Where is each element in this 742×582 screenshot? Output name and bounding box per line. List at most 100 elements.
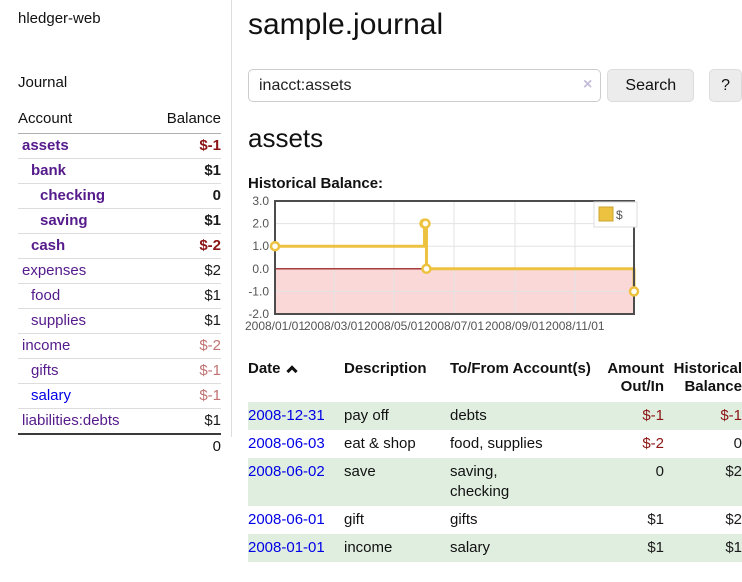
x-tick-label: 2008/07/01: [424, 319, 484, 333]
x-tick-label: 2008/11/01: [545, 319, 604, 333]
account-row: cash $-2: [18, 233, 221, 259]
account-link-income[interactable]: income: [22, 337, 71, 354]
y-tick-label: -1.0: [248, 284, 269, 298]
account-row: income $-2: [18, 333, 221, 359]
register-balance: $2: [725, 463, 742, 480]
account-balance: $-1: [150, 383, 221, 409]
account-link-saving[interactable]: saving: [40, 212, 88, 229]
y-tick-label: 1.0: [252, 239, 269, 253]
accounts-table: Account Balance assets $-1 bank $1 checking 0…: [18, 108, 221, 459]
brand-link[interactable]: hledger-web: [18, 10, 101, 27]
historical-balance-chart: 3.0 2.0 1.0 0.0 -1.0 -2.0 2008/01/01 2008/03/01…: [243, 194, 742, 346]
register-balance: $-1: [720, 407, 742, 424]
accounts-total-row: 0: [18, 433, 221, 459]
x-tick-label: 2008/09/01: [485, 319, 545, 333]
account-balance: $-1: [199, 137, 221, 154]
chart-title: Historical Balance:: [248, 175, 384, 192]
account-balance: 0: [150, 183, 221, 209]
account-row: bank $1: [18, 158, 221, 184]
account-balance: $1: [150, 408, 221, 434]
account-row: expenses $2: [18, 258, 221, 284]
plot-border: [274, 200, 635, 315]
account-row: gifts $-1: [18, 358, 221, 384]
account-row: supplies $1: [18, 308, 221, 334]
register-description: pay off: [344, 407, 389, 424]
help-button[interactable]: ?: [709, 69, 742, 102]
accounts-header-balance: Balance: [150, 108, 221, 134]
register-date-link[interactable]: 2008-06-01: [248, 511, 325, 528]
y-tick-label: 3.0: [252, 196, 269, 208]
register-header-row: Date Description To/From Account(s) Amou…: [248, 358, 742, 402]
register-accounts: debts: [450, 407, 487, 424]
register-row: 2008-06-01 gift gifts $1 $2: [248, 506, 742, 534]
account-link-cash[interactable]: cash: [31, 237, 66, 254]
search-form: × Search ?: [248, 69, 742, 102]
account-row: liabilities:debts $1: [18, 408, 221, 434]
register-description: eat & shop: [344, 435, 416, 452]
register-row: 2008-01-01 income salary $1 $1: [248, 534, 742, 562]
register-accounts: gifts: [450, 511, 478, 528]
account-heading: assets: [248, 123, 324, 153]
account-link-liabilities-debts[interactable]: liabilities:debts: [22, 412, 120, 429]
register-row: 2008-12-31 pay off debts $-1 $-1: [248, 402, 742, 430]
account-row: food $1: [18, 283, 221, 309]
account-row: assets $-1: [18, 134, 221, 159]
account-balance: $2: [150, 258, 221, 284]
data-point: [420, 218, 431, 229]
data-point: [628, 286, 640, 297]
chart-canvas: 3.0 2.0 1.0 0.0 -1.0 -2.02008/01/012008/03/01…: [245, 194, 640, 333]
register-balance: $2: [725, 511, 742, 528]
register-row: 2008-06-02 save saving, checking 0 $2: [248, 458, 742, 506]
page-title: sample.journal: [248, 8, 444, 41]
register-header-date[interactable]: Date: [248, 358, 344, 402]
account-balance: $-2: [150, 333, 221, 359]
register-header-tofrom: To/From Account(s): [450, 360, 591, 377]
register-amount: $1: [647, 539, 664, 556]
account-link-checking[interactable]: checking: [40, 187, 106, 204]
account-balance: $-2: [150, 233, 221, 259]
account-link-assets[interactable]: assets: [22, 137, 69, 154]
register-description: income: [344, 539, 393, 556]
sidebar: hledger-web Journal Account Balance asse…: [0, 0, 232, 459]
account-row: saving $1: [18, 208, 221, 234]
y-tick-label: 2.0: [252, 217, 269, 231]
accounts-total-spacer: [18, 433, 151, 459]
account-link-supplies[interactable]: supplies: [31, 312, 87, 329]
search-button[interactable]: Search: [607, 69, 695, 102]
legend-swatch: [598, 206, 614, 222]
legend-label: $: [616, 208, 623, 222]
account-link-salary[interactable]: salary: [31, 387, 72, 404]
y-tick-label: -2.0: [248, 307, 269, 321]
data-point: [269, 240, 281, 252]
register-balance: $1: [725, 539, 742, 556]
account-link-expenses[interactable]: expenses: [22, 262, 87, 279]
x-tick-label: 2008/03/01: [304, 319, 364, 333]
search-input[interactable]: [248, 69, 602, 102]
register-accounts: salary: [450, 539, 491, 556]
register-row: 2008-06-03 eat & shop food, supplies $-2 0: [248, 430, 742, 458]
main-content: sample.journal × Search ? assets Histori…: [245, 0, 742, 562]
account-link-gifts[interactable]: gifts: [31, 362, 59, 379]
register-description: save: [344, 463, 376, 480]
account-link-food[interactable]: food: [31, 287, 61, 304]
register-amount: $1: [647, 511, 664, 528]
x-tick-label: 2008/01/01: [245, 319, 305, 333]
account-link-bank[interactable]: bank: [31, 162, 67, 179]
account-balance: $1: [150, 283, 221, 309]
clear-search-icon[interactable]: ×: [583, 76, 593, 93]
accounts-header-row: Account Balance: [18, 108, 221, 134]
register-date-link[interactable]: 2008-12-31: [248, 407, 325, 424]
sidebar-item-journal[interactable]: Journal: [18, 74, 68, 91]
account-balance: $1: [150, 308, 221, 334]
search-input-wrap: ×: [248, 69, 602, 102]
register-date-link[interactable]: 2008-06-02: [248, 463, 325, 480]
register-date-link[interactable]: 2008-06-03: [248, 435, 325, 452]
register-accounts: saving, checking: [450, 463, 510, 500]
register-description: gift: [344, 511, 365, 528]
register-amount: $-2: [642, 435, 664, 452]
account-balance: $1: [150, 208, 221, 234]
sort-ascending-icon: [285, 365, 298, 377]
data-point: [421, 263, 432, 275]
register-date-link[interactable]: 2008-01-01: [248, 539, 325, 556]
register-header-date-label: Date: [248, 360, 281, 377]
